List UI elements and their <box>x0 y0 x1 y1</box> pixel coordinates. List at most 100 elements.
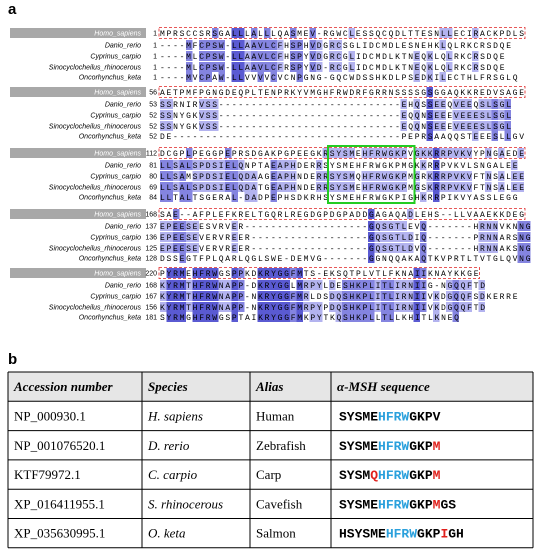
conservation-shade <box>459 171 466 181</box>
sequence-segment: I <box>440 527 448 542</box>
conservation-shade <box>329 291 336 301</box>
conservation-shade <box>231 291 238 301</box>
conservation-shade <box>472 121 479 131</box>
position: 81 <box>149 163 157 170</box>
conservation-shade <box>199 40 206 50</box>
conservation-shade <box>218 171 225 181</box>
conservation-shade <box>290 291 297 301</box>
conservation-shade <box>173 291 180 301</box>
conservation-shade <box>368 291 375 301</box>
conservation-shade <box>277 280 284 290</box>
conservation-shade <box>426 62 433 72</box>
conservation-shade <box>251 182 258 192</box>
conservation-shade <box>322 182 329 192</box>
conservation-shade <box>426 87 433 97</box>
conservation-shade <box>517 232 524 242</box>
conservation-shade <box>264 51 271 61</box>
conservation-shade <box>296 280 303 290</box>
conservation-shade <box>361 171 368 181</box>
conservation-shade <box>251 40 258 50</box>
position: 80 <box>149 174 157 181</box>
conservation-shade <box>465 291 472 301</box>
conservation-shade <box>186 291 193 301</box>
conservation-shade <box>173 232 180 242</box>
conservation-shade <box>472 51 479 61</box>
conservation-shade <box>231 40 238 50</box>
conservation-shade <box>205 160 212 170</box>
conservation-shade <box>368 312 375 322</box>
conservation-shade <box>407 302 414 312</box>
conservation-shade <box>329 302 336 312</box>
conservation-shade <box>433 121 440 131</box>
conservation-shade <box>290 51 297 61</box>
conservation-shade <box>296 72 303 82</box>
conservation-shade <box>238 28 245 38</box>
sequence: SYRMGHFRWGSPTAIKRYGGFMKPYTKQSHKPLLTLLKHI… <box>160 314 459 323</box>
conservation-shade <box>374 221 381 231</box>
conservation-shade <box>186 160 193 170</box>
position: 167 <box>145 294 157 301</box>
conservation-shade <box>400 243 407 253</box>
conservation-shade <box>160 160 167 170</box>
conservation-shade <box>166 99 173 109</box>
conservation-shade <box>387 171 394 181</box>
conservation-shade <box>218 160 225 170</box>
sequence-segment: GKP <box>409 497 433 512</box>
conservation-shade <box>277 312 284 322</box>
conservation-shade <box>342 291 349 301</box>
conservation-shade <box>316 171 323 181</box>
conservation-shade <box>212 51 219 61</box>
conservation-shade <box>283 171 290 181</box>
conservation-shade <box>309 40 316 50</box>
sequence: LLSALSPDSIELQNPTAEAPHDERRSYSMEHFRWGKPMGK… <box>160 162 518 171</box>
conservation-shade <box>459 121 466 131</box>
sequence: EPEESEESVRVER-------------------GQSGTLEV… <box>160 223 531 232</box>
conservation-shade <box>283 182 290 192</box>
column-header: Species <box>148 379 188 394</box>
conservation-shade <box>472 110 479 120</box>
conservation-shade <box>192 243 199 253</box>
header-bar <box>10 87 146 97</box>
conservation-shade <box>186 62 193 72</box>
conservation-shade <box>231 312 238 322</box>
conservation-shade <box>231 232 238 242</box>
conservation-shade <box>205 302 212 312</box>
conservation-shade <box>179 312 186 322</box>
conservation-shade <box>433 291 440 301</box>
conservation-shade <box>160 280 167 290</box>
sequence-segment: GH <box>448 527 464 542</box>
conservation-shade <box>394 232 401 242</box>
conservation-shade <box>491 131 498 141</box>
conservation-shade <box>498 148 505 158</box>
conservation-shade <box>335 312 342 322</box>
conservation-shade <box>426 99 433 109</box>
position: 156 <box>145 305 157 312</box>
conservation-shade <box>186 72 193 82</box>
conservation-shade <box>472 62 479 72</box>
conservation-shade <box>244 182 251 192</box>
conservation-shade <box>199 72 206 82</box>
conservation-shade <box>166 192 173 202</box>
conservation-shade <box>368 243 375 253</box>
conservation-shade <box>231 62 238 72</box>
conservation-shade <box>400 291 407 301</box>
conservation-shade <box>264 312 271 322</box>
conservation-shade <box>491 221 498 231</box>
conservation-shade <box>394 171 401 181</box>
conservation-shade <box>160 243 167 253</box>
conservation-shade <box>199 312 206 322</box>
conservation-shade <box>160 171 167 181</box>
conservation-shade <box>283 160 290 170</box>
conservation-shade <box>166 243 173 253</box>
conservation-shade <box>387 243 394 253</box>
conservation-shade <box>400 99 407 109</box>
conservation-shade <box>212 110 219 120</box>
msh-sequence: SYSMEHFRWGKPMGS <box>339 497 456 512</box>
species-name: Oncorhynchus_keta <box>79 134 141 141</box>
conservation-shade <box>205 72 212 82</box>
species-name: Homo_sapiens <box>94 90 141 97</box>
conservation-shade <box>160 121 167 131</box>
position: 181 <box>145 315 157 322</box>
conservation-shade <box>173 243 180 253</box>
conservation-shade <box>517 243 524 253</box>
